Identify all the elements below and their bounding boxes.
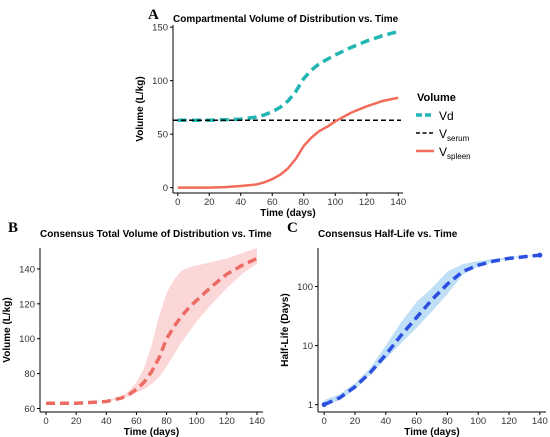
- panel-a-x-tick-label: 100: [327, 197, 343, 208]
- panel-b-x-tick-label: 20: [71, 416, 82, 427]
- chart-panel-a: 0 20 40 60 80 100 120 140 0 50 100 150 Compartmental…: [135, 14, 406, 219]
- panel-c-y-tick-label: 10: [302, 341, 313, 352]
- panel-a-x-tick-label: 20: [204, 197, 215, 208]
- legend-label-spleen: Vspleen: [439, 145, 471, 161]
- panel-letter-a: A: [148, 7, 159, 23]
- panel-b-y-tick-label: 140: [19, 264, 35, 275]
- panel-c-x-tick-label: 140: [532, 416, 548, 427]
- panel-letter-c: C: [287, 220, 298, 236]
- chart-panel-b: 0 20 40 60 80 100 120 140 60 80 100 120 140 Consensus…: [2, 229, 272, 437]
- legend-label-main: V: [439, 145, 447, 159]
- chart-panel-c: 0 20 40 60 80 100 120 140 1 10 100 Consensus Half-L…: [280, 229, 548, 437]
- panel-b-x-tick-label: 120: [219, 416, 235, 427]
- legend-title: Volume: [417, 92, 456, 104]
- panel-a-y-tick-label: 50: [157, 130, 168, 141]
- confidence-band: [324, 254, 540, 406]
- panel-b-y-tick-label: 100: [19, 334, 35, 345]
- panel-a-x-tick-label: 40: [235, 197, 246, 208]
- panel-c-x-tick-label: 80: [442, 416, 453, 427]
- panel-c-x-tick-label: 120: [501, 416, 517, 427]
- panel-c-y-tick-label: 1: [308, 400, 313, 411]
- panel-c-y-tick-label: 100: [297, 282, 313, 293]
- panel-a-title: Compartmental Volume of Distribution vs.…: [173, 14, 399, 25]
- legend-label-serum: Vserum: [439, 127, 470, 143]
- series-point-end: [537, 252, 543, 258]
- panel-a-y-tick-label: 0: [163, 183, 168, 194]
- panel-b-y-tick-label: 60: [24, 404, 35, 415]
- panel-a-x-tick-label: 80: [298, 197, 309, 208]
- panel-a-x-tick-label: 120: [359, 197, 375, 208]
- panel-c-x-tick-label: 20: [350, 416, 361, 427]
- panel-c-x-tick-label: 100: [470, 416, 486, 427]
- panel-a-x-tick-label: 140: [390, 197, 406, 208]
- panel-c-y-axis-label: Half-Life (Days): [280, 293, 291, 366]
- panel-c-x-axis-label: Time (days): [404, 427, 459, 437]
- panel-c-x-tick-label: 40: [380, 416, 391, 427]
- series-line-vd: [177, 29, 399, 122]
- panel-a-y-tick-label: 150: [152, 23, 168, 34]
- panel-b-x-tick-label: 140: [249, 416, 265, 427]
- series-line-spleen: [177, 96, 399, 189]
- panel-c-x-tick-label: 0: [322, 416, 327, 427]
- panel-a-x-tick-label: 0: [175, 197, 180, 208]
- panel-b-y-tick-label: 120: [19, 299, 35, 310]
- panel-letter-b: B: [8, 220, 18, 236]
- legend-label-subscript: serum: [447, 134, 470, 143]
- panel-b-x-tick-label: 80: [161, 416, 172, 427]
- panel-b-x-tick-label: 0: [43, 416, 48, 427]
- panel-b-x-tick-label: 60: [131, 416, 142, 427]
- legend-label-vd: Vd: [439, 109, 454, 123]
- panel-a-x-tick-label: 60: [267, 197, 278, 208]
- confidence-band: [46, 248, 257, 404]
- panel-b-y-tick-label: 80: [24, 369, 35, 380]
- legend-label-main: Vd: [439, 109, 454, 123]
- panel-b-x-axis-label: Time (days): [124, 427, 179, 437]
- panel-b-x-tick-label: 40: [101, 416, 112, 427]
- panel-b-title: Consensus Total Volume of Distribution v…: [40, 229, 272, 240]
- panel-b-x-tick-label: 100: [189, 416, 205, 427]
- panel-c-x-tick-label: 60: [411, 416, 422, 427]
- legend-label-main: V: [439, 127, 447, 141]
- series-point-start: [321, 402, 327, 408]
- panel-a-x-axis-label: Time (days): [260, 208, 315, 219]
- panel-b-y-axis-label: Volume (L/kg): [2, 297, 13, 362]
- series-line-consensus: [46, 256, 258, 406]
- panel-a-y-axis-label: Volume (L/kg): [135, 76, 146, 141]
- series-line-halflife: [323, 253, 541, 407]
- panel-a-y-tick-label: 100: [152, 76, 168, 87]
- panel-c-title: Consensus Half-Life vs. Time: [318, 229, 458, 240]
- legend-label-subscript: spleen: [447, 152, 471, 161]
